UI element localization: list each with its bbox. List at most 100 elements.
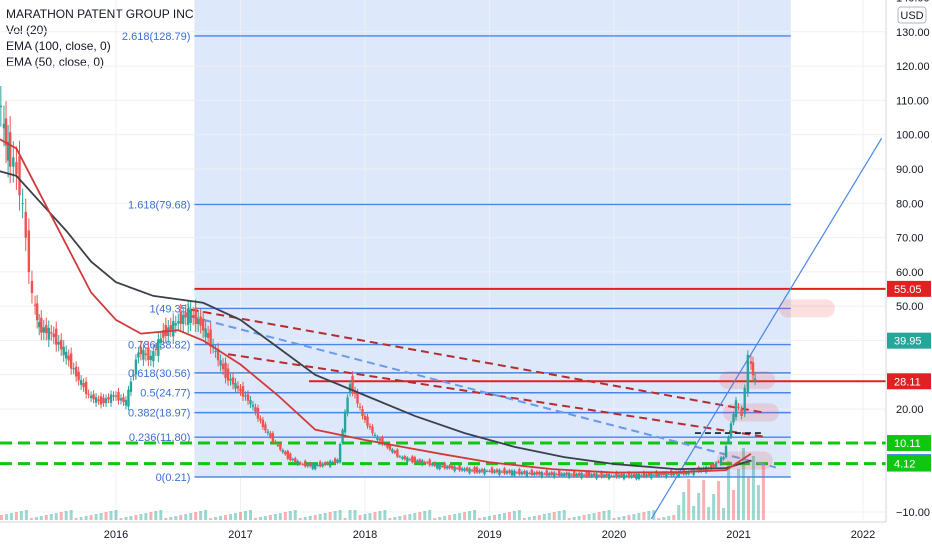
candle-body xyxy=(416,460,419,463)
candle-body xyxy=(256,407,260,419)
candle-body xyxy=(129,381,133,392)
candle-body xyxy=(206,332,210,338)
candle-body xyxy=(388,445,392,450)
candle-body xyxy=(52,333,55,338)
candle-body xyxy=(84,381,88,394)
candle-body xyxy=(597,475,601,477)
candle-body xyxy=(620,473,623,477)
candle-body xyxy=(650,473,653,479)
candle-body xyxy=(224,362,227,379)
candle-body xyxy=(142,349,145,360)
candle-body xyxy=(8,132,12,167)
candle-body xyxy=(753,378,757,380)
volume-bar xyxy=(239,512,242,520)
y-tick-label: 20.00 xyxy=(896,404,924,416)
candle-body xyxy=(239,388,242,392)
volume-bar xyxy=(19,511,23,520)
candle-body xyxy=(652,474,656,476)
candle-body xyxy=(600,471,603,478)
volume-bar xyxy=(582,515,586,520)
volume-bar xyxy=(637,513,641,520)
volume-bar xyxy=(408,514,412,520)
candle-body xyxy=(520,471,524,475)
volume-bar xyxy=(129,516,133,520)
candle-body xyxy=(712,463,715,468)
candle-body xyxy=(662,472,665,475)
volume-bar xyxy=(253,518,257,520)
fib-label: 0.382(18.97) xyxy=(128,408,190,420)
volume-bar xyxy=(607,510,611,520)
candle-body xyxy=(174,323,177,326)
candle-body xyxy=(42,327,45,333)
volume-bar xyxy=(278,513,282,520)
candle-body xyxy=(406,457,409,462)
candle-body xyxy=(281,449,285,453)
candle-body xyxy=(328,460,332,467)
volume-bar xyxy=(418,512,422,520)
candle-body xyxy=(436,463,439,469)
candle-body xyxy=(219,360,222,366)
candle-body xyxy=(107,397,110,400)
volume-bar xyxy=(298,518,302,520)
volume-bar xyxy=(194,512,198,520)
volume-bar xyxy=(497,514,501,520)
candle-body xyxy=(727,436,730,443)
candle-body xyxy=(709,464,713,470)
volume-bar xyxy=(353,510,357,520)
candle-body xyxy=(558,470,561,476)
volume-bar xyxy=(283,512,287,520)
x-tick-label: 2017 xyxy=(228,529,252,541)
candle-body xyxy=(306,464,309,467)
candle-body xyxy=(378,438,382,441)
volume-bar xyxy=(398,516,402,520)
candle-body xyxy=(331,461,334,463)
candle-body xyxy=(495,469,499,473)
candle-body xyxy=(15,162,18,175)
volume-bar xyxy=(288,511,292,520)
volume-bar xyxy=(119,518,123,520)
candle-body xyxy=(595,473,598,479)
candle-body xyxy=(381,437,384,445)
legend-ema50[interactable]: EMA (50, close, 0) xyxy=(6,55,105,69)
fib-label: 0.618(30.56) xyxy=(128,368,190,380)
volume-bar xyxy=(627,515,631,520)
candle-body xyxy=(204,328,207,338)
volume-bar xyxy=(99,513,103,520)
volume-bar xyxy=(547,513,551,520)
candle-body xyxy=(368,425,372,428)
drawings-layer: 2.618(128.79)1.618(79.68)1(49.35)0.786(3… xyxy=(0,31,886,520)
candle-body xyxy=(508,470,511,473)
candle-body xyxy=(450,465,454,469)
candle-body xyxy=(443,462,446,469)
candle-body xyxy=(4,118,8,146)
candle-body xyxy=(612,475,616,477)
volume-bar xyxy=(617,517,621,520)
volume-bar xyxy=(522,518,526,520)
volume-bar xyxy=(333,511,337,520)
candle-body xyxy=(627,472,631,478)
candle-body xyxy=(677,471,680,477)
trendline-diagonal xyxy=(650,137,883,520)
candle-body xyxy=(749,361,753,364)
volume-bar xyxy=(383,510,387,520)
candle-body xyxy=(109,394,113,403)
candle-body xyxy=(162,330,165,338)
candle-body xyxy=(373,434,377,436)
candle-body xyxy=(734,400,738,418)
candle-body xyxy=(448,465,451,469)
fib-label: 1(49.35) xyxy=(149,303,190,315)
candle-body xyxy=(714,462,718,468)
candle-body xyxy=(2,123,6,129)
candle-body xyxy=(316,465,319,467)
volume-bar xyxy=(39,516,43,520)
legend-vol[interactable]: Vol (20) xyxy=(6,23,48,37)
volume-bar xyxy=(54,513,58,520)
volume-bar xyxy=(443,516,447,520)
volume-bar xyxy=(463,512,467,520)
legend-ema100[interactable]: EMA (100, close, 0) xyxy=(6,39,111,53)
highlight-box xyxy=(722,403,779,422)
volume-bar xyxy=(258,517,262,520)
volume-bar xyxy=(368,513,372,520)
candle-body xyxy=(294,458,297,463)
